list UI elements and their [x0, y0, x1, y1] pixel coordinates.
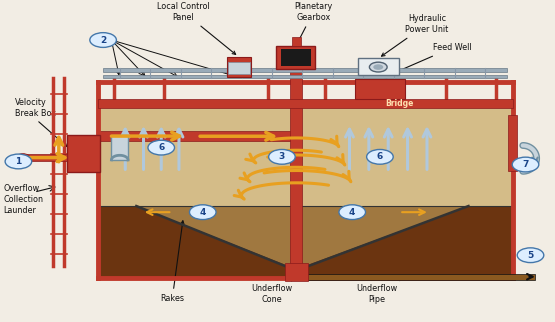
Bar	[292, 37, 301, 46]
Text: 2: 2	[100, 35, 106, 44]
Circle shape	[16, 154, 30, 162]
Text: Velocity
Break Box: Velocity Break Box	[14, 98, 56, 118]
Bar	[98, 99, 513, 108]
Text: 1: 1	[16, 157, 22, 166]
Bar	[226, 57, 251, 77]
Bar	[296, 274, 535, 280]
Bar	[358, 59, 399, 75]
Circle shape	[517, 248, 544, 262]
Bar	[290, 63, 302, 275]
Bar	[98, 108, 513, 206]
Circle shape	[269, 149, 295, 164]
Circle shape	[90, 33, 117, 47]
Bar	[508, 115, 517, 171]
Text: 4: 4	[200, 208, 206, 217]
Bar	[103, 68, 507, 72]
Bar	[23, 154, 67, 161]
Text: Overflow
Collection
Launder: Overflow Collection Launder	[3, 184, 43, 215]
Text: Underflow
Cone: Underflow Cone	[251, 278, 293, 304]
Text: 6: 6	[158, 143, 164, 152]
Bar	[355, 79, 405, 99]
Bar	[285, 263, 308, 281]
Bar	[98, 131, 296, 141]
Circle shape	[148, 140, 174, 155]
Bar	[281, 49, 311, 66]
Bar	[67, 135, 100, 172]
Text: 7: 7	[522, 160, 529, 169]
Bar	[112, 135, 128, 160]
Text: 3: 3	[279, 152, 285, 161]
Bar	[357, 80, 403, 98]
Bar	[228, 62, 250, 74]
Circle shape	[512, 157, 539, 172]
Text: Planetary
Gearbox: Planetary Gearbox	[294, 2, 332, 43]
Circle shape	[339, 205, 366, 220]
Circle shape	[367, 149, 393, 164]
Text: Feed Well: Feed Well	[384, 43, 471, 78]
Text: Local Control
Panel: Local Control Panel	[157, 2, 236, 54]
Circle shape	[189, 205, 216, 220]
Circle shape	[370, 62, 387, 72]
Text: Rakes: Rakes	[160, 221, 184, 303]
Circle shape	[5, 154, 32, 169]
Text: Bridge: Bridge	[385, 99, 413, 108]
Text: 6: 6	[377, 152, 383, 161]
Text: 4: 4	[349, 208, 355, 217]
Text: Underflow
Pipe: Underflow Pipe	[357, 278, 401, 304]
Polygon shape	[98, 206, 513, 278]
Bar	[98, 206, 513, 278]
Bar	[103, 75, 507, 79]
Circle shape	[374, 64, 384, 70]
Text: Hydraulic
Power Unit: Hydraulic Power Unit	[381, 14, 448, 56]
Text: 5: 5	[527, 251, 533, 260]
Bar	[276, 46, 315, 69]
